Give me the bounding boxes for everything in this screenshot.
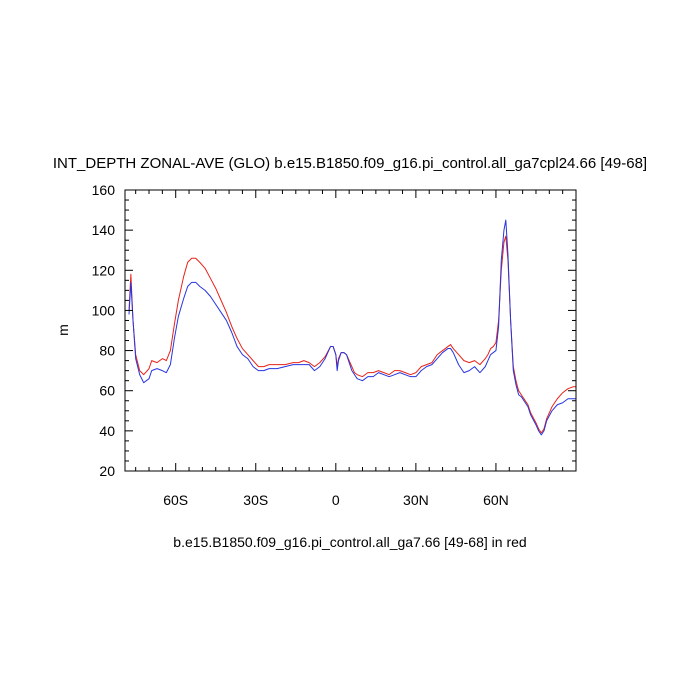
y-tick-label: 20 [99, 463, 115, 479]
y-tick-label: 100 [92, 302, 116, 318]
plot-frame [124, 189, 577, 472]
chart-title: INT_DEPTH ZONAL-AVE (GLO) b.e15.B1850.f0… [53, 155, 647, 172]
y-tick-label: 80 [99, 343, 115, 359]
y-tick-label: 140 [92, 222, 116, 238]
x-axis-caption: b.e15.B1850.f09_g16.pi_control.all_ga7.6… [173, 534, 526, 550]
x-tick-label: 0 [332, 492, 340, 508]
x-tick-label: 60S [163, 492, 188, 508]
series-layer [128, 219, 576, 436]
x-tick-label: 60N [483, 492, 509, 508]
axis-tick-labels: 60S 30S 0 30N 60N 20 40 60 80 100 120 140 160 [92, 182, 509, 508]
x-tick-label: 30N [403, 492, 429, 508]
y-tick-label: 40 [99, 423, 115, 439]
y-tick-label: 160 [92, 182, 116, 198]
x-tick-label: 30S [243, 492, 268, 508]
y-tick-label: 60 [99, 383, 115, 399]
y-axis-label: m [55, 324, 71, 336]
y-tick-label: 120 [92, 262, 116, 278]
series-line-blue [128, 219, 576, 436]
